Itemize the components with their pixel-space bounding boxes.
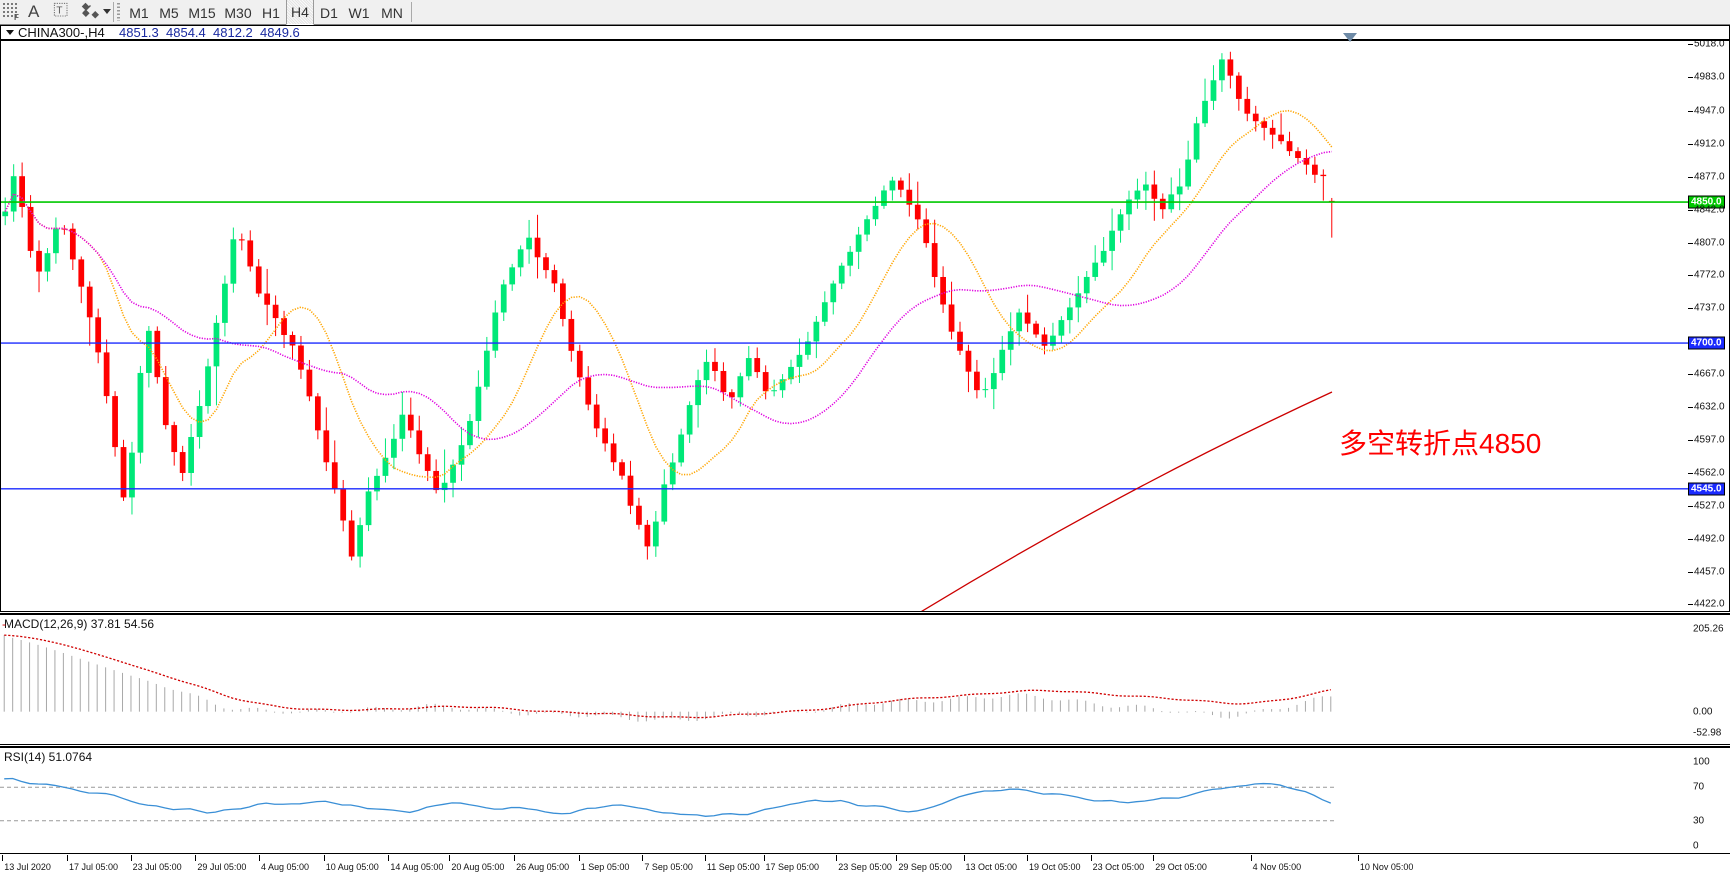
svg-text:T: T — [56, 5, 62, 16]
svg-text:多空转折点4850: 多空转折点4850 — [1339, 428, 1541, 459]
